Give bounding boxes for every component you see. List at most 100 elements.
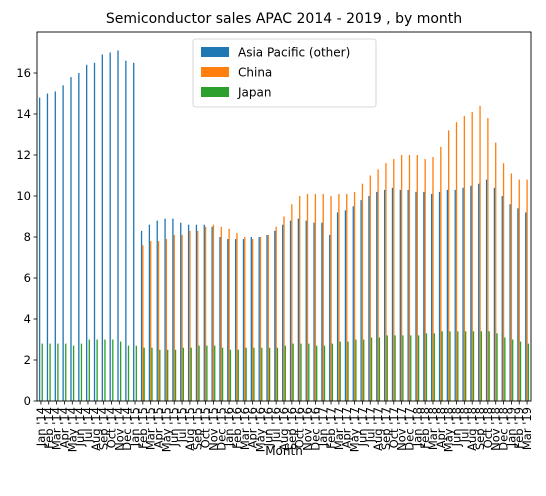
x-tick-label: Dec '18 [497, 407, 511, 451]
bar-china-43 [377, 169, 379, 401]
bar-japan-17 [174, 349, 177, 401]
x-tick-label: Feb '15 [136, 407, 150, 449]
bar-china-53 [455, 122, 458, 401]
x-tick-label: Jan '14 [34, 407, 48, 447]
bar-asia-pacific-other--21 [203, 224, 205, 401]
bar-asia-pacific-other--24 [227, 239, 229, 401]
bar-china-31 [283, 216, 285, 401]
bar-asia-pacific-other--54 [462, 187, 464, 401]
x-tick-label: Oct '16 [293, 407, 307, 448]
x-tick-label: Mar '18 [426, 407, 440, 450]
bar-asia-pacific-other--23 [219, 237, 221, 401]
bar-china-25 [236, 232, 238, 401]
bar-china-61 [518, 179, 520, 401]
bar-china-16 [165, 239, 168, 401]
bar-china-33 [299, 196, 301, 401]
legend: Asia Pacific (other) China Japan [192, 38, 377, 108]
bar-china-57 [487, 118, 489, 401]
bar-china-30 [275, 226, 277, 401]
bar-china-26 [244, 237, 246, 401]
bar-china-23 [220, 226, 222, 401]
bar-asia-pacific-other--4 [70, 77, 72, 401]
x-tick-label: Aug '14 [89, 407, 103, 451]
bar-japan-50 [433, 333, 435, 401]
bar-china-59 [502, 163, 505, 401]
bar-china-54 [463, 116, 466, 402]
bar-japan-35 [316, 345, 318, 401]
x-tick-label: Jul '16 [269, 407, 283, 443]
bar-asia-pacific-other--36 [321, 222, 323, 401]
bar-japan-11 [127, 345, 130, 401]
bar-china-19 [189, 230, 191, 401]
bar-asia-pacific-other--62 [525, 212, 527, 401]
bar-china-42 [369, 175, 371, 401]
y-tick-label: 2 [24, 353, 31, 367]
bar-japan-49 [425, 333, 428, 401]
bar-japan-44 [386, 335, 388, 401]
bar-asia-pacific-other--15 [156, 220, 158, 401]
x-tick-label: Aug '18 [465, 407, 479, 451]
x-tick-label: Sep '18 [473, 407, 487, 450]
x-tick-label: Jun '15 [167, 407, 181, 447]
x-tick-label: Apr '17 [340, 407, 354, 448]
bar-japan-19 [190, 347, 192, 401]
bar-japan-1 [49, 343, 51, 401]
bar-asia-pacific-other--12 [133, 62, 135, 401]
bar-japan-45 [394, 335, 396, 401]
x-tick-label: Dec '17 [402, 407, 416, 451]
bar-china-32 [291, 204, 293, 401]
legend-label: Japan [237, 86, 271, 100]
bar-china-24 [228, 228, 230, 401]
bar-china-39 [346, 193, 348, 401]
bar-asia-pacific-other--46 [399, 189, 401, 401]
bar-japan-37 [331, 343, 334, 401]
bar-asia-pacific-other--49 [423, 191, 425, 401]
bar-china-14 [150, 241, 152, 401]
bar-japan-20 [198, 345, 200, 401]
bar-japan-48 [417, 335, 420, 401]
x-tick-label: Oct '18 [481, 407, 495, 448]
bar-japan-38 [339, 341, 341, 401]
bar-china-41 [361, 183, 364, 401]
bar-japan-4 [72, 345, 75, 401]
x-tick-label: Oct '15 [199, 407, 213, 448]
bar-china-49 [424, 159, 426, 401]
bar-asia-pacific-other--32 [289, 220, 292, 401]
bar-china-50 [432, 157, 434, 401]
y-tick-label: 10 [16, 189, 31, 203]
x-tick-label: Aug '17 [371, 407, 385, 451]
bar-asia-pacific-other--59 [501, 196, 503, 401]
x-tick-label: Oct '17 [387, 407, 401, 448]
x-tick-label: Jul '14 [81, 407, 95, 443]
bar-asia-pacific-other--51 [438, 191, 441, 401]
bar-china-22 [212, 224, 215, 401]
x-tick-label: Jul '17 [363, 407, 377, 443]
bar-japan-10 [119, 341, 122, 401]
bar-asia-pacific-other--20 [195, 224, 198, 401]
x-tick-label: May '14 [65, 407, 79, 452]
bar-asia-pacific-other--18 [180, 222, 182, 401]
bar-asia-pacific-other--17 [172, 218, 174, 401]
x-tick-label: Jan '17 [316, 407, 330, 447]
bar-japan-58 [496, 333, 498, 401]
bar-asia-pacific-other--13 [140, 230, 143, 401]
bar-asia-pacific-other--5 [78, 73, 80, 401]
bar-japan-16 [167, 349, 169, 401]
bar-asia-pacific-other--43 [376, 191, 378, 401]
bar-japan-31 [284, 345, 286, 401]
x-tick-label: Feb '17 [324, 407, 338, 449]
bar-asia-pacific-other--47 [407, 189, 409, 401]
x-tick-label: Mar '17 [332, 407, 346, 450]
x-tick-label: Mar '14 [50, 407, 64, 450]
x-tick-label: Apr '16 [246, 407, 260, 448]
bar-japan-30 [276, 347, 279, 401]
bar-japan-32 [292, 343, 294, 401]
legend-swatch [201, 67, 229, 77]
bar-japan-9 [112, 339, 114, 401]
x-tick-label: Nov '18 [489, 407, 503, 451]
x-tick-label: Nov '17 [395, 407, 409, 451]
legend-swatch [201, 47, 229, 57]
bar-china-44 [385, 163, 387, 401]
bar-japan-6 [88, 339, 90, 401]
